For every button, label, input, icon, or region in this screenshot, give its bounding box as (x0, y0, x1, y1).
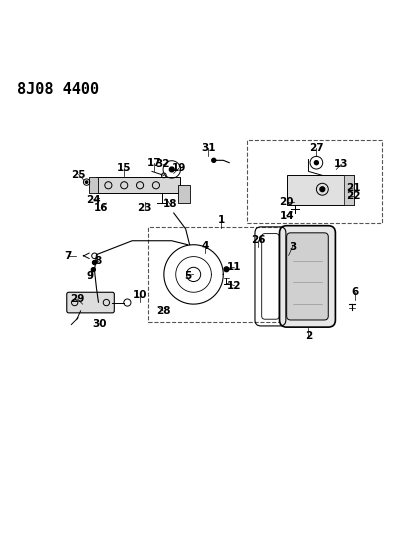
Circle shape (91, 268, 95, 272)
Text: 13: 13 (334, 159, 349, 169)
Bar (89, 177, 99, 193)
Text: 32: 32 (156, 159, 170, 169)
Text: 17: 17 (146, 158, 161, 168)
FancyBboxPatch shape (286, 233, 328, 320)
FancyBboxPatch shape (67, 292, 114, 313)
Text: 28: 28 (156, 306, 170, 316)
Text: 3: 3 (289, 241, 296, 252)
Bar (97, 177, 180, 193)
Text: 25: 25 (71, 169, 86, 180)
Text: 6: 6 (351, 287, 358, 297)
Circle shape (224, 267, 229, 272)
Circle shape (85, 181, 88, 183)
Text: 7: 7 (64, 251, 72, 261)
Text: 4: 4 (202, 241, 209, 251)
Text: 29: 29 (70, 294, 85, 304)
Text: 19: 19 (172, 163, 186, 173)
Text: 21: 21 (346, 183, 360, 193)
Text: 8: 8 (95, 255, 102, 265)
Text: 27: 27 (309, 143, 324, 154)
Text: 9: 9 (87, 271, 94, 281)
Text: 10: 10 (133, 290, 147, 300)
Bar (286, 175, 354, 205)
Circle shape (212, 158, 216, 162)
Text: 26: 26 (251, 235, 265, 245)
Circle shape (314, 161, 318, 165)
Text: 5: 5 (184, 271, 191, 280)
Text: 20: 20 (279, 197, 294, 207)
Text: 22: 22 (346, 191, 360, 201)
Text: 16: 16 (94, 203, 109, 213)
Text: 30: 30 (93, 319, 107, 329)
Text: 14: 14 (279, 211, 294, 221)
Circle shape (93, 261, 97, 264)
Text: 11: 11 (227, 262, 242, 272)
Text: 15: 15 (117, 163, 131, 173)
Text: 2: 2 (305, 331, 312, 341)
Bar (178, 185, 190, 203)
Bar (148, 227, 330, 322)
Text: 12: 12 (227, 280, 242, 290)
Circle shape (320, 187, 325, 192)
Text: 23: 23 (138, 203, 152, 213)
Text: 31: 31 (201, 143, 215, 154)
Bar (344, 175, 354, 205)
Bar (247, 140, 382, 223)
Text: 18: 18 (162, 199, 177, 209)
Text: 24: 24 (86, 195, 101, 205)
FancyBboxPatch shape (280, 225, 336, 327)
Circle shape (170, 167, 174, 172)
Text: 8J08 4400: 8J08 4400 (17, 82, 99, 97)
Text: 1: 1 (218, 215, 225, 225)
